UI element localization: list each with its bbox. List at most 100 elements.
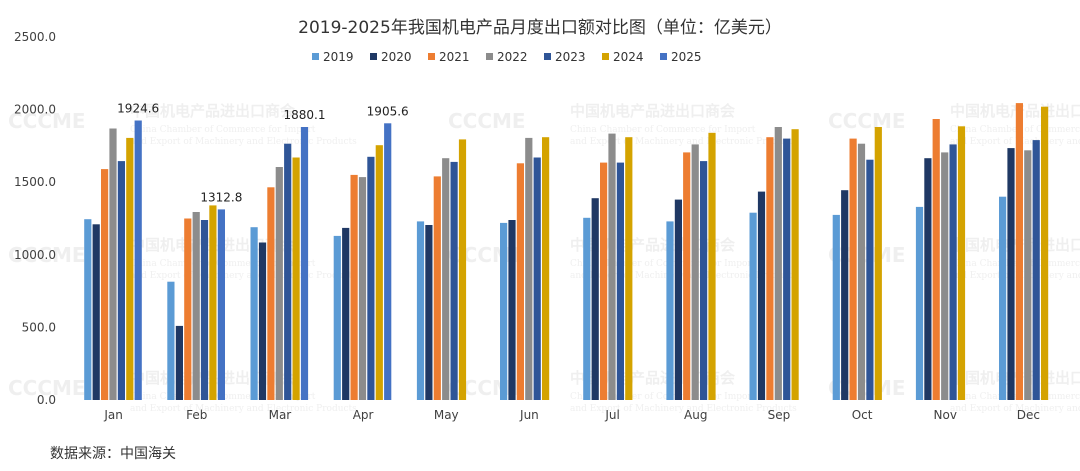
bar-Feb-2019 bbox=[167, 281, 175, 400]
bar-Jan-2022 bbox=[109, 128, 117, 400]
watermark-en2: and Export of Machinery and Electronic P… bbox=[570, 404, 797, 414]
data-label: 1880.1 bbox=[284, 108, 326, 122]
legend: 2019 2020 2021 2022 2023 2024 2025 bbox=[312, 50, 702, 64]
data-label: 1312.8 bbox=[200, 190, 242, 204]
watermark-en2: and Export of Machinery and Electronic P… bbox=[130, 271, 357, 281]
bars bbox=[84, 103, 1049, 401]
bar-Oct-2020 bbox=[841, 190, 849, 400]
bar-Feb-2021 bbox=[184, 218, 192, 400]
bar-Nov-2019 bbox=[915, 206, 924, 400]
x-tick-label: Feb bbox=[186, 408, 207, 422]
legend-swatch bbox=[486, 53, 493, 60]
watermark-logo: CCCME bbox=[8, 109, 86, 133]
bar-May-2021 bbox=[433, 176, 441, 400]
bar-Sep-2020 bbox=[757, 191, 766, 400]
x-tick-label: Sep bbox=[768, 408, 791, 422]
watermark-logo: CCCME bbox=[8, 243, 86, 267]
watermark-cn: 中国机电产品进出口商会 bbox=[130, 102, 295, 120]
bar-Jun-2020 bbox=[508, 220, 516, 400]
watermark-cn: 中国机电产品进出口商会 bbox=[570, 102, 735, 120]
watermark-en1: China Chamber of Commerce for Import bbox=[950, 392, 1080, 402]
x-tick-label: Jun bbox=[519, 408, 539, 422]
bar-Aug-2023 bbox=[700, 161, 708, 400]
legend-label: 2022 bbox=[497, 50, 528, 64]
watermark-en2: and Export of Machinery and Electronic P… bbox=[130, 404, 357, 414]
bar-Jul-2021 bbox=[600, 162, 608, 400]
bar-Feb-2022 bbox=[192, 212, 200, 400]
bar-Jan-2024 bbox=[126, 137, 134, 400]
bar-Sep-2021 bbox=[766, 137, 774, 400]
bar-Apr-2021 bbox=[350, 174, 358, 400]
watermark-en2: and Export of Machinery and Electronic P… bbox=[130, 137, 357, 147]
bar-May-2019 bbox=[416, 221, 425, 400]
bar-Jul-2023 bbox=[616, 162, 624, 400]
legend-label: 2024 bbox=[613, 50, 644, 64]
bar-Aug-2022 bbox=[691, 144, 699, 400]
x-axis: Jan Feb Mar Apr May Jun Jul Aug Sep Oct Nov Dec bbox=[103, 408, 1040, 422]
data-label: 1924.6 bbox=[117, 102, 159, 116]
watermark-en1: China Chamber of Commerce for Import bbox=[950, 125, 1080, 135]
watermark-logo: CCCME bbox=[8, 376, 86, 400]
y-tick-label: 1500.0 bbox=[14, 175, 56, 189]
bar-Jan-2023 bbox=[117, 161, 125, 400]
legend-label: 2021 bbox=[439, 50, 470, 64]
x-tick-label: Mar bbox=[269, 408, 292, 422]
y-tick-label: 500.0 bbox=[22, 320, 56, 334]
x-tick-label: Aug bbox=[684, 408, 707, 422]
watermark-en2: and Export of Machinery and Electronic P… bbox=[950, 271, 1080, 281]
y-tick-label: 2000.0 bbox=[14, 103, 56, 117]
bar-Mar-2025 bbox=[300, 127, 309, 400]
legend-item-2024: 2024 bbox=[602, 50, 644, 64]
bar-Dec-2024 bbox=[1041, 106, 1049, 400]
legend-item-2020: 2020 bbox=[370, 50, 412, 64]
watermark-logo: CCCME bbox=[828, 109, 906, 133]
x-tick-label: Dec bbox=[1017, 408, 1040, 422]
bar-Jul-2022 bbox=[608, 133, 616, 400]
bar-Jan-2019 bbox=[84, 219, 92, 400]
bar-Nov-2020 bbox=[924, 158, 932, 400]
bar-Apr-2020 bbox=[342, 227, 350, 400]
bar-Aug-2024 bbox=[708, 132, 716, 401]
watermark-layer: CCCME 中国机电产品进出口商会 China Chamber of Commerc… bbox=[8, 102, 1080, 414]
watermark-logo: CCCME bbox=[448, 109, 526, 133]
watermark: CCCME 中国机电产品进出口商会 China Chamber of Commerc… bbox=[448, 102, 797, 147]
x-tick-label: Jul bbox=[604, 408, 619, 422]
legend-swatch bbox=[428, 53, 435, 60]
bar-Jun-2019 bbox=[500, 222, 508, 400]
legend-swatch bbox=[370, 53, 377, 60]
data-labels: 1924.6 1312.8 1880.1 1905.6 bbox=[117, 102, 408, 205]
bar-Jun-2022 bbox=[525, 137, 533, 400]
x-tick-label: Jan bbox=[103, 408, 123, 422]
bar-Apr-2025 bbox=[384, 123, 392, 401]
bar-Aug-2019 bbox=[666, 221, 674, 400]
bar-Oct-2019 bbox=[832, 214, 840, 400]
bar-Jun-2024 bbox=[542, 137, 550, 400]
bar-Aug-2020 bbox=[674, 199, 682, 400]
bar-Oct-2022 bbox=[857, 143, 866, 400]
bar-Nov-2022 bbox=[941, 152, 949, 400]
legend-label: 2020 bbox=[381, 50, 412, 64]
bar-May-2022 bbox=[442, 158, 450, 400]
x-tick-label: Oct bbox=[852, 408, 873, 422]
legend-item-2019: 2019 bbox=[312, 50, 354, 64]
legend-swatch bbox=[544, 53, 551, 60]
legend-swatch bbox=[602, 53, 609, 60]
bar-Apr-2022 bbox=[358, 177, 367, 400]
legend-swatch bbox=[312, 53, 319, 60]
watermark: CCCME 中国机电产品进出口商会 China Chamber of Commerc… bbox=[8, 102, 357, 147]
watermark-en2: and Export of Machinery and Electronic P… bbox=[570, 137, 797, 147]
watermark-en1: China Chamber of Commerce for Import bbox=[130, 125, 316, 135]
watermark-cn: 中国机电产品进出口商会 bbox=[950, 369, 1080, 387]
y-tick-label: 1000.0 bbox=[14, 248, 56, 262]
watermark-en1: China Chamber of Commerce for Import bbox=[570, 125, 756, 135]
bar-Dec-2021 bbox=[1015, 103, 1023, 400]
x-tick-label: May bbox=[434, 408, 459, 422]
bar-Jan-2025 bbox=[134, 120, 142, 400]
chart-title: 2019-2025年我国机电产品月度出口额对比图（单位：亿美元） bbox=[298, 18, 782, 38]
legend-item-2023: 2023 bbox=[544, 50, 586, 64]
bar-Oct-2023 bbox=[866, 159, 874, 400]
x-tick-label: Nov bbox=[934, 408, 957, 422]
bar-Sep-2019 bbox=[749, 212, 757, 400]
source-note: 数据来源：中国海关 bbox=[50, 446, 176, 462]
